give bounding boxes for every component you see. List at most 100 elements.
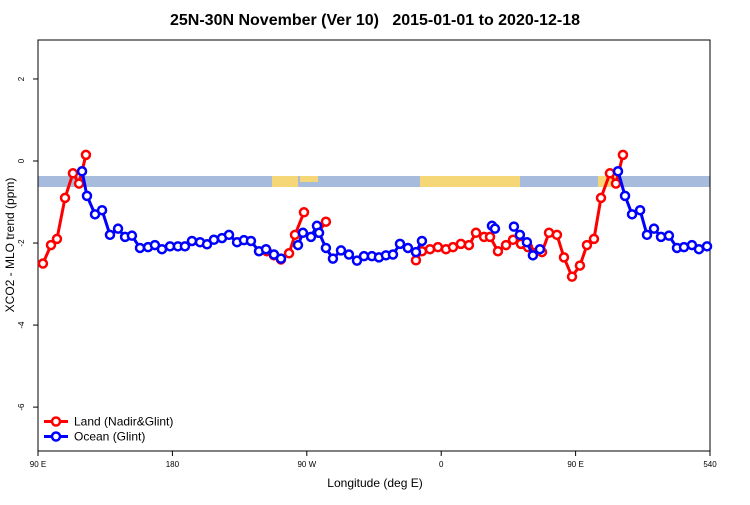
point	[527, 250, 539, 261]
point	[648, 223, 660, 234]
point	[67, 168, 79, 179]
x-tick-label: 180	[166, 460, 180, 469]
point	[626, 209, 638, 220]
point	[470, 227, 482, 239]
point	[179, 241, 191, 252]
point	[402, 242, 414, 254]
point	[581, 239, 593, 251]
land-band	[272, 176, 298, 187]
point	[297, 227, 309, 239]
point	[416, 235, 428, 247]
point	[500, 239, 512, 251]
point	[51, 233, 63, 245]
land-band	[300, 176, 318, 182]
point	[387, 249, 399, 260]
point	[463, 239, 475, 251]
point	[45, 239, 57, 251]
point	[283, 248, 295, 259]
point	[112, 223, 124, 234]
legend-box	[40, 411, 185, 447]
point	[126, 230, 138, 241]
point	[588, 233, 600, 245]
ocean-band	[38, 176, 710, 187]
x-tick-label: 90 E	[30, 460, 46, 469]
point	[298, 207, 310, 218]
point	[701, 241, 713, 252]
point	[617, 149, 629, 161]
point	[73, 178, 85, 189]
point	[619, 190, 631, 202]
point	[514, 229, 526, 241]
point	[134, 242, 146, 254]
point	[275, 253, 287, 264]
point	[313, 227, 325, 239]
point	[558, 252, 570, 263]
point	[320, 242, 332, 254]
x-tick-label: 90 E	[567, 460, 583, 469]
point	[343, 249, 355, 260]
point	[260, 243, 272, 255]
point	[208, 234, 220, 246]
point	[245, 235, 257, 247]
point	[610, 178, 622, 189]
point	[604, 168, 616, 179]
point	[574, 260, 586, 271]
land-band	[598, 176, 620, 187]
point	[693, 243, 705, 255]
point	[410, 246, 422, 258]
point	[566, 271, 578, 282]
point	[80, 149, 92, 161]
legend-marker	[50, 431, 62, 442]
plot-area: 90 E 180 90 W 0 90 E 540 -6 -4 -2 0 2 Land (Nadir&G…	[17, 76, 717, 469]
point	[410, 255, 422, 266]
point	[492, 245, 504, 257]
point	[156, 243, 168, 255]
point	[96, 204, 108, 216]
legend-label: Land (Nadir&Glint)	[74, 415, 173, 429]
y-tick-label: -6	[17, 403, 26, 411]
y-tick-label: -4	[17, 321, 26, 329]
point	[81, 190, 93, 202]
x-tick-label: 540	[703, 460, 717, 469]
point	[305, 231, 317, 243]
point	[455, 238, 467, 250]
x-tick-label: 90 W	[297, 460, 316, 469]
point	[335, 245, 347, 256]
point	[292, 239, 304, 251]
point	[104, 229, 116, 241]
point	[351, 255, 363, 266]
point	[76, 166, 88, 177]
x-axis-label: Longitude (deg E)	[327, 476, 422, 490]
y-tick-label: 0	[17, 158, 26, 163]
legend-label: Ocean (Glint)	[74, 430, 145, 444]
point	[320, 216, 332, 227]
point	[595, 192, 607, 204]
point	[484, 231, 496, 243]
point	[521, 236, 533, 248]
land-band	[420, 176, 520, 187]
point	[223, 229, 235, 241]
point	[534, 243, 546, 255]
point	[641, 229, 653, 241]
y-axis-label: XCO2 - MLO trend (ppm)	[3, 178, 17, 313]
point	[612, 166, 624, 177]
point	[663, 230, 675, 241]
x-tick-label: 0	[439, 460, 444, 469]
point	[394, 238, 406, 250]
chart-title: 25N-30N November (Ver 10) 2015-01-01 to …	[170, 12, 580, 29]
point	[551, 229, 563, 241]
point	[201, 239, 213, 250]
y-tick-label: 2	[17, 76, 26, 81]
point	[432, 241, 444, 253]
point	[655, 231, 667, 243]
point	[507, 234, 519, 246]
point	[327, 253, 339, 264]
point	[37, 258, 49, 269]
legend-marker	[50, 416, 62, 427]
point	[508, 221, 520, 232]
point	[59, 192, 71, 204]
surface-band	[38, 176, 710, 187]
point	[634, 204, 646, 216]
point	[489, 223, 501, 234]
